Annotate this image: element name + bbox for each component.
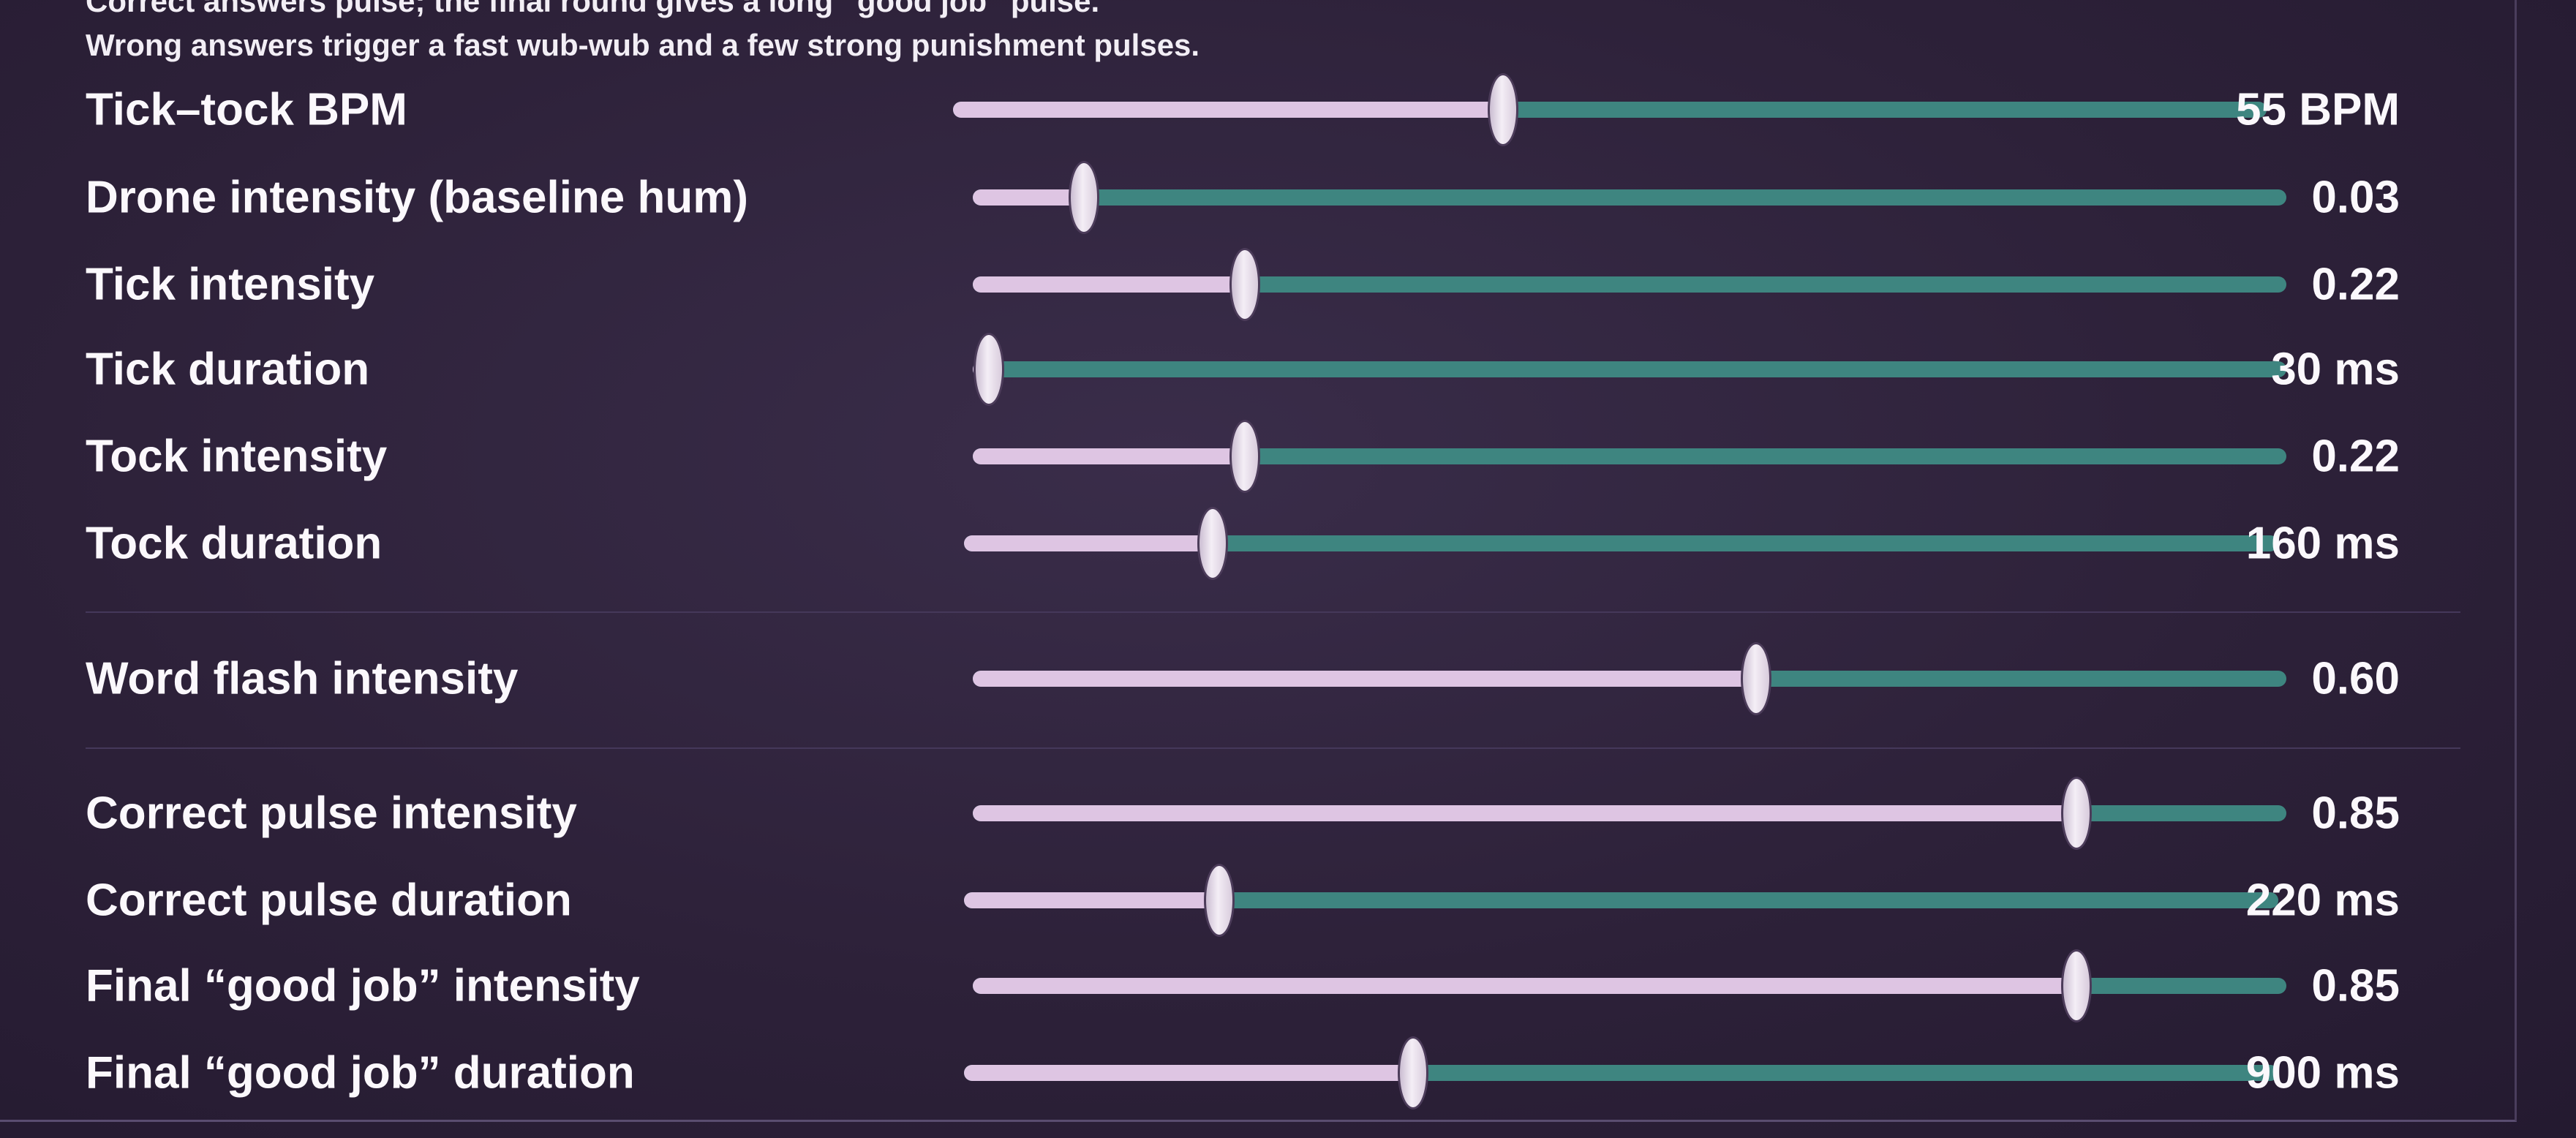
slider-fill	[964, 1064, 1413, 1081]
slider[interactable]	[964, 863, 2279, 937]
slider-value: 0.60	[2311, 653, 2400, 704]
slider-value: 0.22	[2311, 259, 2400, 310]
slider-thumb[interactable]	[2060, 776, 2092, 850]
settings-panel: Correct answers pulse; the final round g…	[0, 0, 2517, 1122]
slider-value: 900 ms	[2245, 1047, 2400, 1099]
divider	[86, 611, 2460, 613]
slider-fill	[972, 276, 1246, 293]
slider-thumb[interactable]	[1740, 641, 1771, 715]
slider-label: Drone intensity (baseline hum)	[86, 172, 749, 223]
slider-value: 0.85	[2311, 788, 2400, 839]
description: Wrong answers trigger a fast wub-wub and…	[86, 28, 1200, 62]
slider-fill	[972, 977, 2076, 994]
slider-label: Final “good job” duration	[86, 1047, 635, 1099]
slider[interactable]	[964, 507, 2279, 581]
slider-thumb[interactable]	[973, 333, 1005, 407]
slider-thumb[interactable]	[1203, 863, 1235, 937]
divider	[86, 747, 2460, 749]
slider-value: 30 ms	[2271, 344, 2400, 395]
slider-label: Tock intensity	[86, 431, 388, 482]
slider-fill	[972, 448, 1246, 465]
slider-value: 220 ms	[2245, 875, 2400, 926]
slider-thumb[interactable]	[1197, 507, 1228, 581]
slider-label: Correct pulse intensity	[86, 788, 577, 839]
slider[interactable]	[972, 160, 2287, 234]
slider-thumb[interactable]	[1397, 1036, 1428, 1109]
slider-value: 0.85	[2311, 960, 2400, 1011]
slider-fill	[972, 804, 2076, 821]
slider-thumb[interactable]	[2060, 949, 2092, 1022]
slider-fill	[952, 102, 1504, 118]
slider-label: Correct pulse duration	[86, 875, 572, 926]
description: Correct answers pulse; the final round g…	[86, 0, 1100, 18]
slider-value: 160 ms	[2245, 518, 2400, 569]
slider-label: Tick intensity	[86, 259, 375, 310]
slider-value: 0.22	[2311, 431, 2400, 482]
slider-value: 55 BPM	[2236, 84, 2400, 135]
slider-fill	[972, 189, 1085, 206]
slider[interactable]	[972, 247, 2287, 321]
slider-fill	[964, 535, 1213, 552]
slider-label: Tock duration	[86, 518, 383, 569]
slider[interactable]	[972, 776, 2287, 850]
slider-label: Word flash intensity	[86, 653, 519, 704]
slider-label: Final “good job” intensity	[86, 960, 640, 1011]
slider[interactable]	[972, 333, 2287, 407]
slider[interactable]	[972, 641, 2287, 715]
slider-thumb[interactable]	[1069, 160, 1100, 234]
slider[interactable]	[972, 949, 2287, 1022]
slider[interactable]	[964, 1036, 2279, 1109]
slider-thumb[interactable]	[1229, 247, 1261, 321]
slider-value: 0.03	[2311, 172, 2400, 223]
slider-label: Tick duration	[86, 344, 370, 395]
slider[interactable]	[952, 73, 2267, 147]
slider-fill	[964, 892, 1219, 908]
slider-thumb[interactable]	[1229, 420, 1261, 494]
slider-fill	[972, 670, 1756, 687]
slider-thumb[interactable]	[1488, 73, 1519, 147]
slider[interactable]	[972, 420, 2287, 494]
slider-label: Tick–tock BPM	[86, 84, 407, 135]
